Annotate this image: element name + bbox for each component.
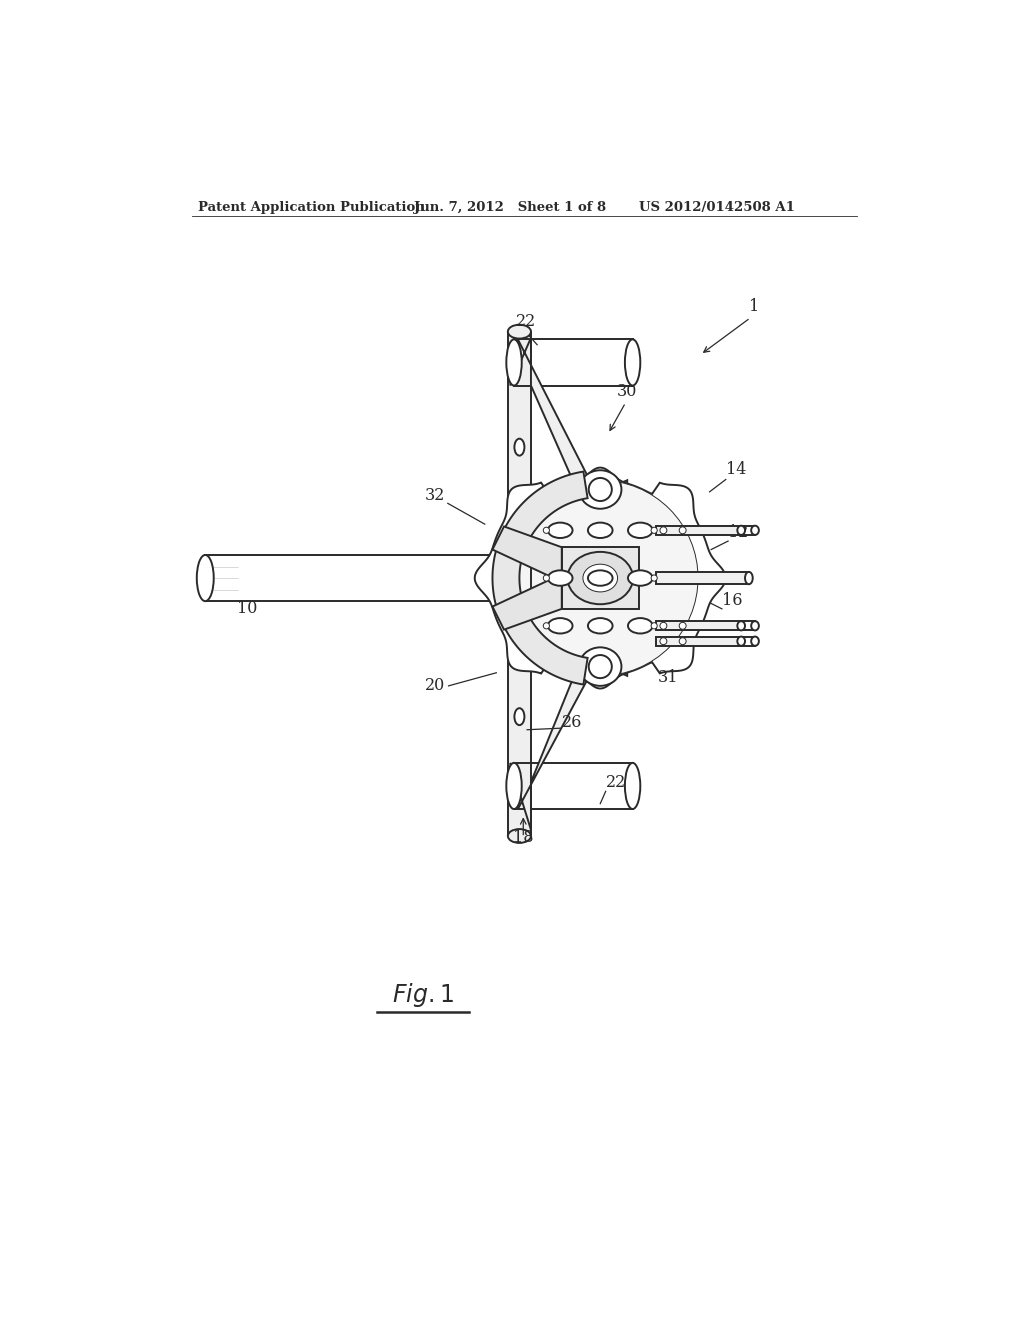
Ellipse shape — [737, 525, 745, 535]
Text: 16: 16 — [722, 591, 742, 609]
Circle shape — [679, 527, 686, 533]
Ellipse shape — [628, 570, 652, 586]
Circle shape — [679, 622, 686, 630]
Circle shape — [651, 576, 657, 581]
Ellipse shape — [548, 618, 572, 634]
Bar — [655, 572, 749, 585]
Text: 10: 10 — [238, 599, 258, 616]
Polygon shape — [493, 527, 562, 582]
Bar — [655, 636, 741, 645]
Text: US 2012/0142508 A1: US 2012/0142508 A1 — [639, 201, 795, 214]
Polygon shape — [562, 548, 639, 609]
Ellipse shape — [506, 763, 521, 809]
Ellipse shape — [588, 570, 612, 586]
Text: 30: 30 — [617, 383, 637, 400]
Ellipse shape — [567, 552, 633, 605]
Ellipse shape — [580, 470, 622, 508]
Text: Jun. 7, 2012   Sheet 1 of 8: Jun. 7, 2012 Sheet 1 of 8 — [414, 201, 606, 214]
Text: 12: 12 — [728, 524, 749, 541]
Text: 22: 22 — [606, 774, 627, 791]
Text: 18: 18 — [513, 829, 534, 846]
Polygon shape — [510, 338, 628, 516]
Polygon shape — [475, 467, 726, 689]
Text: 22: 22 — [515, 313, 536, 330]
Ellipse shape — [752, 525, 759, 535]
Ellipse shape — [506, 339, 521, 385]
Ellipse shape — [514, 708, 524, 725]
Text: 26: 26 — [562, 714, 582, 731]
Text: 32: 32 — [425, 487, 444, 503]
Ellipse shape — [737, 636, 745, 645]
Text: 14: 14 — [726, 461, 746, 478]
Ellipse shape — [625, 339, 640, 385]
Circle shape — [659, 527, 667, 533]
Circle shape — [544, 623, 550, 628]
Circle shape — [544, 527, 550, 533]
Ellipse shape — [588, 523, 612, 539]
Polygon shape — [493, 471, 588, 685]
Text: $\mathit{Fig.1}$: $\mathit{Fig.1}$ — [392, 981, 455, 1008]
Ellipse shape — [589, 478, 611, 502]
Ellipse shape — [628, 523, 652, 539]
Ellipse shape — [514, 438, 524, 455]
Text: 20: 20 — [425, 677, 444, 694]
Circle shape — [659, 622, 667, 630]
Ellipse shape — [745, 572, 753, 585]
Ellipse shape — [752, 636, 759, 645]
Text: 1: 1 — [750, 298, 760, 315]
Ellipse shape — [628, 618, 652, 634]
Ellipse shape — [588, 618, 612, 634]
Ellipse shape — [548, 570, 572, 586]
Polygon shape — [510, 640, 628, 830]
Circle shape — [679, 638, 686, 644]
Circle shape — [659, 638, 667, 644]
Circle shape — [651, 623, 657, 628]
Polygon shape — [508, 331, 531, 836]
Ellipse shape — [508, 829, 531, 843]
Ellipse shape — [583, 564, 617, 591]
Polygon shape — [493, 574, 562, 630]
Ellipse shape — [589, 655, 611, 678]
Ellipse shape — [737, 622, 745, 631]
Circle shape — [503, 480, 698, 676]
Text: Patent Application Publication: Patent Application Publication — [199, 201, 425, 214]
Bar — [655, 525, 741, 535]
Ellipse shape — [197, 554, 214, 601]
Ellipse shape — [625, 763, 640, 809]
Ellipse shape — [580, 647, 622, 686]
Ellipse shape — [752, 622, 759, 631]
Text: 31: 31 — [658, 669, 679, 686]
Bar — [655, 622, 741, 631]
Circle shape — [651, 527, 657, 533]
Ellipse shape — [508, 325, 531, 339]
Circle shape — [544, 576, 550, 581]
Ellipse shape — [548, 523, 572, 539]
